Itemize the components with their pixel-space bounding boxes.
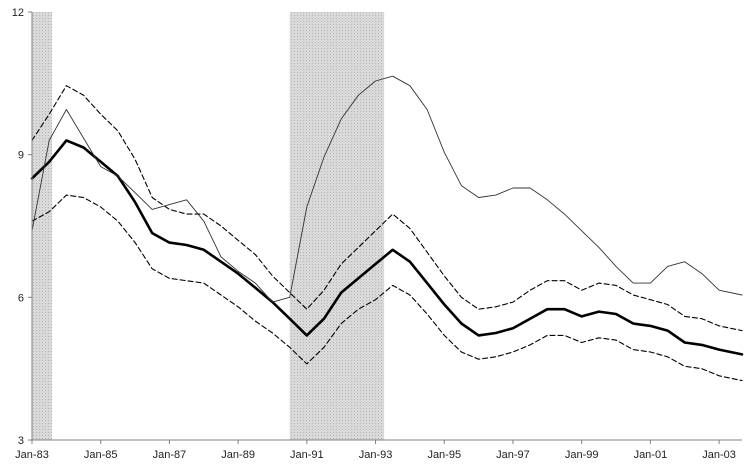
shaded-period-1 xyxy=(32,12,53,440)
x-tick-label: Jan-85 xyxy=(84,449,118,461)
y-tick-label: 12 xyxy=(12,7,24,19)
x-tick-label: Jan-87 xyxy=(153,449,187,461)
x-tick-label: Jan-03 xyxy=(702,449,736,461)
x-tick-label: Jan-01 xyxy=(634,449,668,461)
x-tick-label: Jan-83 xyxy=(15,449,49,461)
y-tick-label: 6 xyxy=(18,292,24,304)
y-tick-labels: 3 6 9 12 xyxy=(12,7,32,447)
shaded-periods xyxy=(32,12,385,440)
axes xyxy=(31,12,742,441)
x-tick-label: Jan-93 xyxy=(359,449,393,461)
series-line-thick-solid xyxy=(30,139,744,356)
y-tick-label: 3 xyxy=(18,435,24,447)
x-tick-labels: Jan-83 Jan-85 Jan-87 Jan-89 Jan-91 Jan-93 Jan-… xyxy=(15,440,736,461)
x-tick-label: Jan-89 xyxy=(221,449,255,461)
series-line-dashed-lower xyxy=(31,194,743,382)
x-tick-label: Jan-95 xyxy=(427,449,461,461)
series-line-dashed-upper xyxy=(31,85,743,332)
x-tick-label: Jan-97 xyxy=(496,449,530,461)
x-tick-label: Jan-91 xyxy=(290,449,324,461)
x-tick-label: Jan-99 xyxy=(565,449,599,461)
series-lines xyxy=(30,75,744,382)
y-tick-label: 9 xyxy=(18,150,24,162)
series-line-thin-solid xyxy=(31,75,743,303)
shaded-period-2 xyxy=(289,12,385,440)
